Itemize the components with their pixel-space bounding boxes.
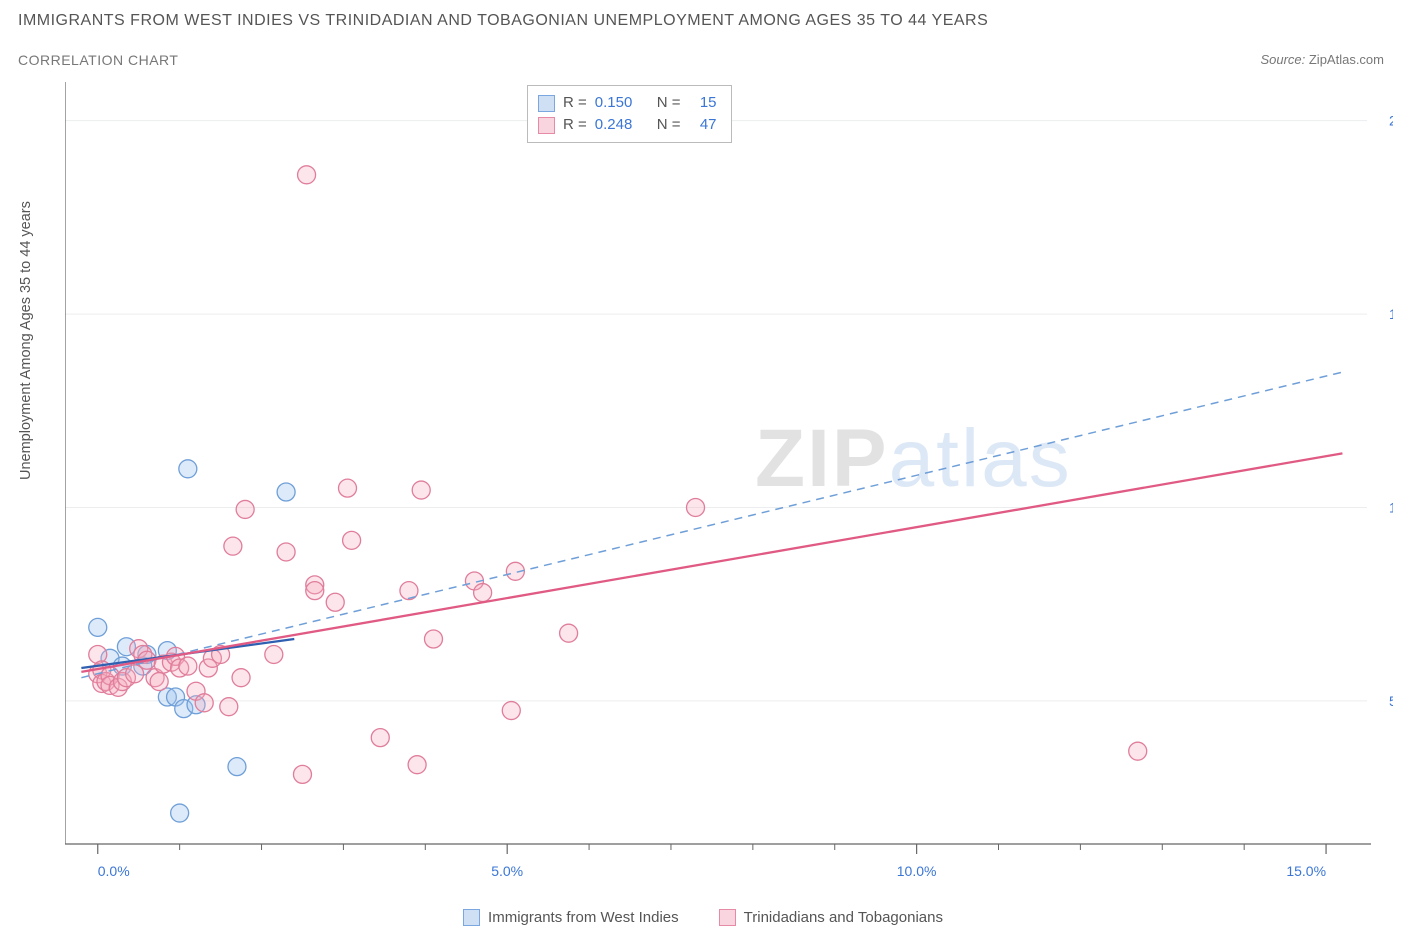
y-axis-label: Unemployment Among Ages 35 to 44 years — [18, 201, 34, 480]
data-point — [220, 698, 238, 716]
data-point — [412, 481, 430, 499]
chart-area: 5.0%10.0%15.0%20.0%0.0%5.0%10.0%15.0% ZI… — [65, 82, 1393, 882]
data-point — [228, 758, 246, 776]
data-point — [236, 500, 254, 518]
data-point — [277, 543, 295, 561]
data-point — [502, 702, 520, 720]
data-point — [171, 804, 189, 822]
legend-swatch — [538, 95, 555, 112]
data-point — [474, 584, 492, 602]
data-point — [277, 483, 295, 501]
data-point — [687, 498, 705, 516]
data-point — [179, 657, 197, 675]
data-point — [298, 166, 316, 184]
data-point — [293, 765, 311, 783]
data-point — [224, 537, 242, 555]
y-tick-label: 5.0% — [1389, 693, 1393, 709]
n-value: 15 — [689, 92, 717, 114]
legend-swatch — [538, 117, 555, 134]
legend-swatch — [719, 909, 736, 926]
data-point — [371, 729, 389, 747]
r-value: 0.248 — [595, 114, 649, 136]
series-legend: Immigrants from West Indies Trinidadians … — [0, 909, 1406, 926]
x-tick-label: 15.0% — [1286, 863, 1326, 879]
source-prefix: Source: — [1260, 52, 1308, 67]
data-point — [1129, 742, 1147, 760]
data-point — [232, 669, 250, 687]
r-label: R = — [563, 92, 587, 114]
legend-swatch — [463, 909, 480, 926]
data-point — [339, 479, 357, 497]
stats-row: R = 0.150 N = 15 — [538, 92, 717, 114]
y-tick-label: 15.0% — [1389, 306, 1393, 322]
trend-line — [81, 372, 1342, 678]
data-point — [408, 756, 426, 774]
n-value: 47 — [689, 114, 717, 136]
legend-label: Trinidadians and Tobagonians — [744, 909, 943, 926]
legend-item: Trinidadians and Tobagonians — [719, 909, 943, 926]
r-value: 0.150 — [595, 92, 649, 114]
data-point — [150, 673, 168, 691]
data-point — [89, 618, 107, 636]
source-citation: Source: ZipAtlas.com — [1260, 52, 1384, 67]
data-point — [195, 694, 213, 712]
source-name: ZipAtlas.com — [1309, 52, 1384, 67]
data-point — [424, 630, 442, 648]
legend-item: Immigrants from West Indies — [463, 909, 679, 926]
data-point — [306, 582, 324, 600]
data-point — [560, 624, 578, 642]
x-tick-label: 10.0% — [897, 863, 937, 879]
legend-label: Immigrants from West Indies — [488, 909, 679, 926]
x-tick-label: 0.0% — [98, 863, 130, 879]
scatter-chart: 5.0% 10.0% 15.0% 20.0% 0.0% 5.0% 10.0% 15.0% — [65, 82, 1393, 882]
n-label: N = — [657, 114, 681, 136]
stats-legend: R = 0.150 N = 15 R = 0.248 N = 47 — [527, 85, 732, 143]
page-subtitle: CORRELATION CHART — [18, 52, 178, 68]
n-label: N = — [657, 92, 681, 114]
trend-line — [81, 453, 1342, 672]
y-tick-label: 20.0% — [1389, 113, 1393, 129]
stats-row: R = 0.248 N = 47 — [538, 114, 717, 136]
data-point — [179, 460, 197, 478]
data-point — [326, 593, 344, 611]
y-tick-label: 10.0% — [1389, 499, 1393, 515]
x-tick-label: 5.0% — [491, 863, 523, 879]
data-point — [265, 645, 283, 663]
data-point — [343, 531, 361, 549]
page-title: IMMIGRANTS FROM WEST INDIES VS TRINIDADI… — [18, 12, 988, 30]
r-label: R = — [563, 114, 587, 136]
